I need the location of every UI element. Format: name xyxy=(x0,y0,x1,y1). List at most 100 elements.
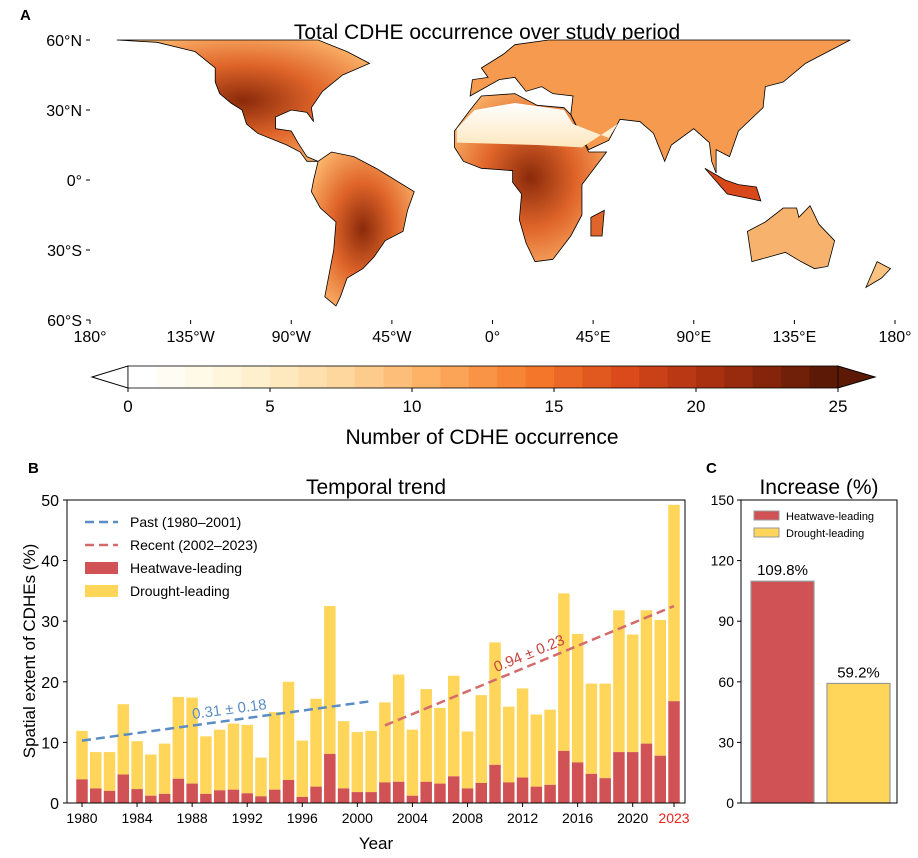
bar-heatwave-leading xyxy=(516,777,529,803)
bar-drought-leading xyxy=(447,675,460,777)
continent-australia xyxy=(746,204,836,270)
bar-drought-leading xyxy=(296,740,309,797)
colorbar-frame xyxy=(127,365,839,389)
lon-tick-label: 0° xyxy=(485,329,500,346)
colorbar-bin xyxy=(156,366,186,388)
colorbar-tick-label: 15 xyxy=(545,397,564,416)
colorbar-tick-label: 10 xyxy=(403,397,422,416)
y-tick-label: 50 xyxy=(41,493,59,510)
bar-heatwave-leading xyxy=(392,781,405,803)
y-tick-label: 120 xyxy=(711,553,735,569)
trend-line xyxy=(384,604,675,727)
bar-drought-leading xyxy=(365,730,377,793)
trend-line xyxy=(81,699,372,742)
x-tick-label: 2016 xyxy=(562,810,593,826)
continent-europe-asia xyxy=(469,39,851,174)
lat-tick-label: 60°N xyxy=(46,33,82,50)
bar-drought-leading xyxy=(640,610,653,744)
increase-bar-label: 109.8% xyxy=(757,562,808,579)
lat-tick-label: 30°N xyxy=(46,103,82,120)
colorbar-bin xyxy=(667,366,697,388)
colorbar-bin xyxy=(326,366,356,388)
colorbar-tick-label: 5 xyxy=(265,397,274,416)
y-tick-label: 40 xyxy=(41,554,59,571)
colorbar-bin xyxy=(184,366,214,388)
lat-tick-label: 30°S xyxy=(47,243,82,260)
bar-heatwave-leading xyxy=(640,743,653,803)
bar-drought-leading xyxy=(392,674,405,782)
bar-drought-leading xyxy=(489,642,501,765)
x-tick-label: 2000 xyxy=(342,810,373,826)
bar-drought-leading xyxy=(461,731,474,789)
colorbar-bin xyxy=(383,366,413,388)
bar-drought-leading xyxy=(131,741,143,790)
colorbar-bin xyxy=(582,366,612,388)
bar-heatwave-leading xyxy=(186,783,198,803)
bar-drought-leading xyxy=(613,610,625,753)
lon-tick-label: 180° xyxy=(878,329,911,346)
bar-heatwave-leading xyxy=(447,776,460,803)
desert-region xyxy=(456,103,618,148)
bar-heatwave-leading xyxy=(172,778,185,803)
colorbar: 0 5 10 15 20 25 xyxy=(90,365,877,416)
bar-drought-leading xyxy=(241,724,253,794)
lon-tick-label: 45°W xyxy=(372,329,412,346)
bar-drought-leading xyxy=(420,689,432,782)
colorbar-bin xyxy=(128,366,157,388)
bar-drought-leading xyxy=(571,633,584,763)
bar-heatwave-leading xyxy=(296,796,309,803)
bar-heatwave-leading xyxy=(351,792,364,803)
colorbar-tick-label: 25 xyxy=(829,397,848,416)
increase-chart: 109.8% 59.2% 0 30 60 90 120 150 Heatwave-leading… xyxy=(711,492,898,811)
colorbar-bin xyxy=(696,366,725,388)
bar-drought-leading xyxy=(200,736,212,794)
x-tick-label: 1988 xyxy=(177,810,208,826)
bar-heatwave-leading xyxy=(475,783,488,803)
colorbar-bin xyxy=(781,366,811,388)
bar-drought-leading xyxy=(503,706,515,783)
colorbar-bin xyxy=(610,366,640,388)
x-tick-label: 1996 xyxy=(287,810,318,826)
increase-bar xyxy=(826,682,891,804)
bar-heatwave-leading xyxy=(571,762,584,803)
bar-heatwave-leading xyxy=(420,781,432,803)
bar-heatwave-leading xyxy=(489,764,501,803)
bar-heatwave-leading xyxy=(158,793,171,803)
bar-heatwave-leading xyxy=(145,795,157,803)
increase-bar xyxy=(750,580,815,804)
bar-drought-leading xyxy=(544,709,556,785)
bar-heatwave-leading xyxy=(654,755,666,803)
bar-heatwave-leading xyxy=(585,773,598,803)
legend-label: Recent (2002–2023) xyxy=(130,537,258,553)
bar-drought-leading xyxy=(530,714,543,787)
legend-swatch xyxy=(753,510,780,521)
bar-drought-leading xyxy=(324,606,336,754)
bar-drought-leading xyxy=(558,593,570,751)
colorbar-bin xyxy=(724,366,754,388)
bar-heatwave-leading xyxy=(613,752,625,803)
bar-drought-leading xyxy=(268,712,281,790)
lon-tick-label: 135°W xyxy=(167,329,216,346)
legend-label: Drought-leading xyxy=(130,583,230,599)
bar-heatwave-leading xyxy=(131,789,143,803)
colorbar-bin xyxy=(468,366,498,388)
bar-drought-leading xyxy=(145,754,157,796)
x-tick-label: 2020 xyxy=(617,810,648,826)
lon-tick-label: 180° xyxy=(73,329,106,346)
trend-title: Temporal trend xyxy=(306,476,446,499)
bar-drought-leading xyxy=(585,683,598,774)
bar-drought-leading xyxy=(337,721,350,789)
panel-letter-a: A xyxy=(20,7,31,24)
bar-drought-leading xyxy=(626,634,639,753)
bar-heatwave-leading xyxy=(103,790,116,803)
bar-heatwave-leading xyxy=(599,778,611,803)
colorbar-bin xyxy=(270,366,299,388)
colorbar-bin xyxy=(809,366,839,388)
bar-heatwave-leading xyxy=(324,753,336,803)
colorbar-bin xyxy=(440,366,470,388)
bar-drought-leading xyxy=(475,695,488,784)
colorbar-bin xyxy=(241,366,271,388)
bar-heatwave-leading xyxy=(282,779,295,803)
bar-drought-leading xyxy=(158,743,171,794)
